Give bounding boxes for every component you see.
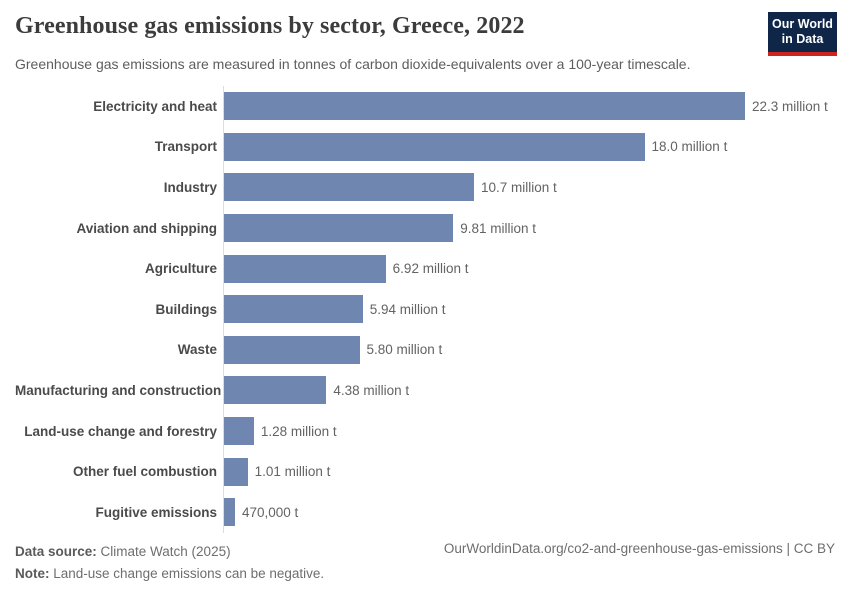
- note-text: Land-use change emissions can be negativ…: [49, 566, 325, 581]
- category-label: Other fuel combustion: [72, 464, 217, 480]
- value-label: 470,000 t: [241, 504, 299, 520]
- bar[interactable]: [224, 254, 386, 283]
- bar-row: Waste 5.80 million t: [15, 329, 835, 371]
- value-label: 18.0 million t: [651, 139, 728, 155]
- credit-line: OurWorldinData.org/co2-and-greenhouse-ga…: [443, 541, 835, 556]
- value-label: 5.80 million t: [366, 342, 443, 358]
- chart-subtitle: Greenhouse gas emissions are measured in…: [15, 56, 691, 72]
- bar-area: 9.81 million t: [223, 207, 835, 249]
- bar-row: Fugitive emissions 470,000 t: [15, 491, 835, 533]
- note-line: Note: Land-use change emissions can be n…: [15, 563, 324, 585]
- category-label: Transport: [154, 139, 217, 155]
- bar[interactable]: [224, 376, 327, 405]
- page-title: Greenhouse gas emissions by sector, Gree…: [15, 13, 525, 39]
- bar[interactable]: [224, 214, 454, 243]
- bar-row: Industry 10.7 million t: [15, 167, 835, 208]
- note-label: Note:: [15, 566, 50, 581]
- bar-row: Electricity and heat 22.3 million t: [15, 86, 835, 127]
- category-label: Fugitive emissions: [95, 504, 217, 520]
- bar-area: 5.94 million t: [223, 288, 835, 330]
- bar-row: Transport 18.0 million t: [15, 126, 835, 168]
- category-label: Agriculture: [144, 261, 217, 277]
- bar[interactable]: [224, 173, 474, 202]
- value-label: 10.7 million t: [480, 179, 557, 195]
- bar-area: 6.92 million t: [223, 248, 835, 289]
- bar[interactable]: [224, 132, 645, 161]
- bar-row: Aviation and shipping 9.81 million t: [15, 207, 835, 249]
- bar-row: Land-use change and forestry 1.28 million…: [15, 410, 835, 452]
- bar-row: Buildings 5.94 million t: [15, 288, 835, 330]
- bar-area: 5.80 million t: [223, 329, 835, 371]
- value-label: 5.94 million t: [369, 301, 446, 317]
- category-label: Manufacturing and construction: [15, 382, 222, 398]
- bar-area: 10.7 million t: [223, 167, 835, 208]
- value-label: 9.81 million t: [460, 220, 536, 236]
- category-label: Land-use change and forestry: [24, 423, 217, 439]
- category-label: Aviation and shipping: [76, 220, 218, 236]
- bar-row: Agriculture 6.92 million t: [15, 248, 835, 289]
- bar-row: Other fuel combustion 1.01 million t: [15, 451, 835, 492]
- value-label: 4.38 million t: [333, 382, 410, 398]
- bar-area: 470,000 t: [223, 491, 835, 533]
- category-label: Industry: [163, 179, 217, 195]
- bar[interactable]: [224, 498, 235, 527]
- data-source-text: Climate Watch (2025): [96, 544, 231, 559]
- category-label: Buildings: [155, 301, 218, 317]
- bar[interactable]: [224, 335, 360, 364]
- bar[interactable]: [224, 92, 745, 121]
- value-label: 1.01 million t: [254, 464, 331, 480]
- data-source-label: Data source:: [15, 544, 97, 559]
- bar[interactable]: [224, 295, 363, 324]
- footer-source-note: Data source: Climate Watch (2025) Note: …: [15, 541, 324, 585]
- owid-logo-line2: in Data: [781, 32, 824, 46]
- value-label: 6.92 million t: [392, 261, 469, 277]
- bar-area: 18.0 million t: [223, 126, 835, 168]
- value-label: 1.28 million t: [260, 423, 337, 439]
- category-label: Waste: [177, 342, 217, 358]
- owid-logo: Our World in Data: [768, 12, 837, 56]
- bar-area: 1.28 million t: [223, 410, 835, 452]
- bar-chart: Electricity and heat 22.3 million t Transp…: [15, 86, 835, 533]
- bar[interactable]: [224, 417, 254, 446]
- owid-logo-line1: Our World: [772, 17, 833, 31]
- data-source-line: Data source: Climate Watch (2025): [15, 541, 324, 563]
- bar-area: 22.3 million t: [223, 86, 835, 127]
- bar-area: 1.01 million t: [223, 451, 835, 492]
- value-label: 22.3 million t: [752, 98, 828, 114]
- category-label: Electricity and heat: [93, 98, 217, 114]
- bar[interactable]: [224, 457, 248, 486]
- bar-row: Manufacturing and construction 4.38 milli…: [15, 370, 835, 411]
- bar-area: 4.38 million t: [223, 370, 835, 411]
